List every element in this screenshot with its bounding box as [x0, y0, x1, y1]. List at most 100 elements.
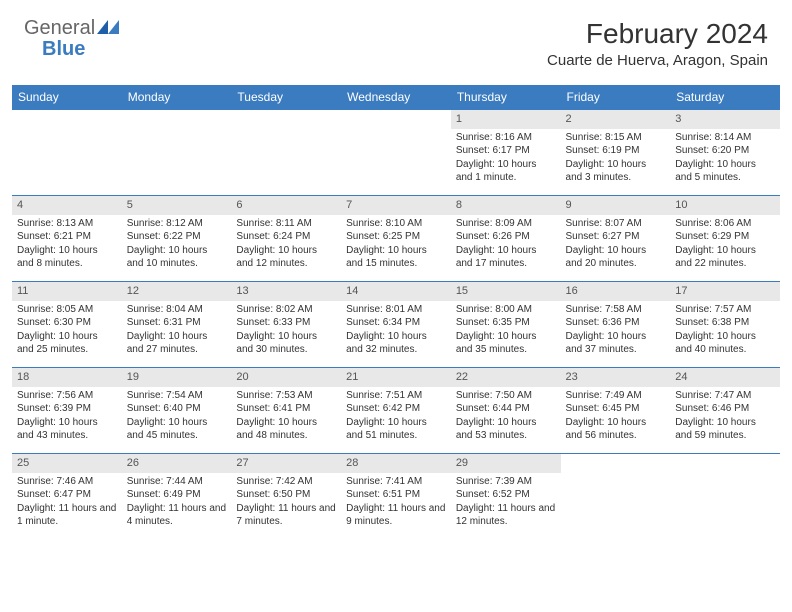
day-details: Sunrise: 8:09 AMSunset: 6:26 PMDaylight:…: [451, 215, 561, 275]
day-number: 16: [561, 282, 671, 301]
day-details: Sunrise: 7:39 AMSunset: 6:52 PMDaylight:…: [451, 473, 561, 533]
day-details: Sunrise: 8:13 AMSunset: 6:21 PMDaylight:…: [12, 215, 122, 275]
calendar-cell: 29Sunrise: 7:39 AMSunset: 6:52 PMDayligh…: [451, 454, 561, 540]
day-details: Sunrise: 8:05 AMSunset: 6:30 PMDaylight:…: [12, 301, 122, 361]
calendar-row: 18Sunrise: 7:56 AMSunset: 6:39 PMDayligh…: [12, 368, 780, 454]
day-number: 7: [341, 196, 451, 215]
day-details: Sunrise: 8:04 AMSunset: 6:31 PMDaylight:…: [122, 301, 232, 361]
calendar-cell: 20Sunrise: 7:53 AMSunset: 6:41 PMDayligh…: [231, 368, 341, 454]
day-number: 14: [341, 282, 451, 301]
header: General Blue February 2024 Cuarte de Hue…: [0, 0, 792, 77]
day-details: Sunrise: 8:01 AMSunset: 6:34 PMDaylight:…: [341, 301, 451, 361]
logo-triangle-icon: [97, 20, 119, 39]
calendar-row: 4Sunrise: 8:13 AMSunset: 6:21 PMDaylight…: [12, 196, 780, 282]
day-number: 5: [122, 196, 232, 215]
calendar-cell: 3Sunrise: 8:14 AMSunset: 6:20 PMDaylight…: [670, 110, 780, 196]
calendar-cell: 10Sunrise: 8:06 AMSunset: 6:29 PMDayligh…: [670, 196, 780, 282]
calendar-cell: 2Sunrise: 8:15 AMSunset: 6:19 PMDaylight…: [561, 110, 671, 196]
calendar-cell-empty: [341, 110, 451, 196]
day-number: 19: [122, 368, 232, 387]
day-number: 21: [341, 368, 451, 387]
day-details: Sunrise: 7:47 AMSunset: 6:46 PMDaylight:…: [670, 387, 780, 447]
day-number: 8: [451, 196, 561, 215]
logo-text-general: General: [24, 17, 95, 39]
calendar-cell: 11Sunrise: 8:05 AMSunset: 6:30 PMDayligh…: [12, 282, 122, 368]
day-details: Sunrise: 8:07 AMSunset: 6:27 PMDaylight:…: [561, 215, 671, 275]
calendar-cell-empty: [561, 454, 671, 540]
logo: General Blue: [24, 18, 119, 60]
weekday-header: Saturday: [670, 85, 780, 110]
day-number: 13: [231, 282, 341, 301]
day-number: 4: [12, 196, 122, 215]
day-details: Sunrise: 7:49 AMSunset: 6:45 PMDaylight:…: [561, 387, 671, 447]
day-number: 6: [231, 196, 341, 215]
location: Cuarte de Huerva, Aragon, Spain: [547, 52, 768, 69]
month-title: February 2024: [547, 18, 768, 50]
day-details: Sunrise: 8:12 AMSunset: 6:22 PMDaylight:…: [122, 215, 232, 275]
day-number: 1: [451, 110, 561, 129]
day-details: Sunrise: 8:11 AMSunset: 6:24 PMDaylight:…: [231, 215, 341, 275]
weekday-header: Thursday: [451, 85, 561, 110]
title-block: February 2024 Cuarte de Huerva, Aragon, …: [547, 18, 768, 69]
day-number: 28: [341, 454, 451, 473]
calendar-cell: 27Sunrise: 7:42 AMSunset: 6:50 PMDayligh…: [231, 454, 341, 540]
day-number: 15: [451, 282, 561, 301]
day-number: 10: [670, 196, 780, 215]
day-details: Sunrise: 7:50 AMSunset: 6:44 PMDaylight:…: [451, 387, 561, 447]
day-number: 27: [231, 454, 341, 473]
calendar-cell: 22Sunrise: 7:50 AMSunset: 6:44 PMDayligh…: [451, 368, 561, 454]
calendar-cell: 24Sunrise: 7:47 AMSunset: 6:46 PMDayligh…: [670, 368, 780, 454]
day-details: Sunrise: 8:14 AMSunset: 6:20 PMDaylight:…: [670, 129, 780, 189]
calendar-cell: 15Sunrise: 8:00 AMSunset: 6:35 PMDayligh…: [451, 282, 561, 368]
day-number: 17: [670, 282, 780, 301]
calendar-row: 11Sunrise: 8:05 AMSunset: 6:30 PMDayligh…: [12, 282, 780, 368]
weekday-header: Friday: [561, 85, 671, 110]
calendar-cell: 9Sunrise: 8:07 AMSunset: 6:27 PMDaylight…: [561, 196, 671, 282]
day-details: Sunrise: 8:10 AMSunset: 6:25 PMDaylight:…: [341, 215, 451, 275]
calendar-row: 25Sunrise: 7:46 AMSunset: 6:47 PMDayligh…: [12, 454, 780, 540]
weekday-header: Tuesday: [231, 85, 341, 110]
day-number: 22: [451, 368, 561, 387]
day-number: 20: [231, 368, 341, 387]
day-details: Sunrise: 7:58 AMSunset: 6:36 PMDaylight:…: [561, 301, 671, 361]
calendar-cell-empty: [231, 110, 341, 196]
day-details: Sunrise: 8:16 AMSunset: 6:17 PMDaylight:…: [451, 129, 561, 189]
calendar-cell: 26Sunrise: 7:44 AMSunset: 6:49 PMDayligh…: [122, 454, 232, 540]
day-number: 11: [12, 282, 122, 301]
calendar-cell: 16Sunrise: 7:58 AMSunset: 6:36 PMDayligh…: [561, 282, 671, 368]
day-details: Sunrise: 8:02 AMSunset: 6:33 PMDaylight:…: [231, 301, 341, 361]
calendar-cell: 5Sunrise: 8:12 AMSunset: 6:22 PMDaylight…: [122, 196, 232, 282]
calendar-cell-empty: [122, 110, 232, 196]
logo-text-blue: Blue: [42, 38, 85, 60]
weekday-header: Wednesday: [341, 85, 451, 110]
day-details: Sunrise: 8:00 AMSunset: 6:35 PMDaylight:…: [451, 301, 561, 361]
calendar-body: 1Sunrise: 8:16 AMSunset: 6:17 PMDaylight…: [12, 110, 780, 540]
calendar-cell: 4Sunrise: 8:13 AMSunset: 6:21 PMDaylight…: [12, 196, 122, 282]
calendar-cell: 8Sunrise: 8:09 AMSunset: 6:26 PMDaylight…: [451, 196, 561, 282]
day-number: 9: [561, 196, 671, 215]
calendar-table: SundayMondayTuesdayWednesdayThursdayFrid…: [12, 85, 780, 540]
weekday-header: Sunday: [12, 85, 122, 110]
calendar-cell: 1Sunrise: 8:16 AMSunset: 6:17 PMDaylight…: [451, 110, 561, 196]
calendar-cell-empty: [12, 110, 122, 196]
day-number: 12: [122, 282, 232, 301]
day-number: 2: [561, 110, 671, 129]
day-details: Sunrise: 8:06 AMSunset: 6:29 PMDaylight:…: [670, 215, 780, 275]
day-details: Sunrise: 7:44 AMSunset: 6:49 PMDaylight:…: [122, 473, 232, 533]
calendar-cell-empty: [670, 454, 780, 540]
day-number: 26: [122, 454, 232, 473]
day-details: Sunrise: 7:57 AMSunset: 6:38 PMDaylight:…: [670, 301, 780, 361]
calendar-cell: 19Sunrise: 7:54 AMSunset: 6:40 PMDayligh…: [122, 368, 232, 454]
day-number: 18: [12, 368, 122, 387]
calendar-head: SundayMondayTuesdayWednesdayThursdayFrid…: [12, 85, 780, 110]
day-details: Sunrise: 7:51 AMSunset: 6:42 PMDaylight:…: [341, 387, 451, 447]
day-number: 3: [670, 110, 780, 129]
calendar-cell: 7Sunrise: 8:10 AMSunset: 6:25 PMDaylight…: [341, 196, 451, 282]
calendar-cell: 12Sunrise: 8:04 AMSunset: 6:31 PMDayligh…: [122, 282, 232, 368]
calendar-cell: 17Sunrise: 7:57 AMSunset: 6:38 PMDayligh…: [670, 282, 780, 368]
calendar-cell: 28Sunrise: 7:41 AMSunset: 6:51 PMDayligh…: [341, 454, 451, 540]
weekday-header: Monday: [122, 85, 232, 110]
calendar-cell: 25Sunrise: 7:46 AMSunset: 6:47 PMDayligh…: [12, 454, 122, 540]
day-details: Sunrise: 7:42 AMSunset: 6:50 PMDaylight:…: [231, 473, 341, 533]
calendar-cell: 14Sunrise: 8:01 AMSunset: 6:34 PMDayligh…: [341, 282, 451, 368]
